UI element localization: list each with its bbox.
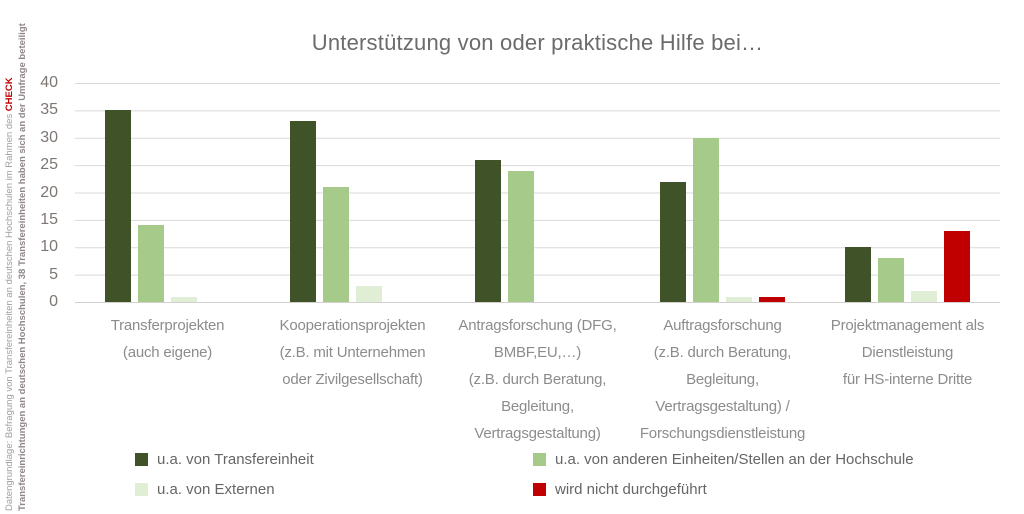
bars-container bbox=[75, 83, 1000, 302]
x-axis-label: Transferprojekten (auch eigene) bbox=[75, 312, 260, 447]
y-tick-label: 10 bbox=[40, 238, 58, 256]
legend-item-andere-einheiten: u.a. von anderen Einheiten/Stellen an de… bbox=[533, 451, 1014, 468]
legend-item-transfereinheit: u.a. von Transfereinheit bbox=[135, 451, 533, 468]
legend-swatch-pale-green bbox=[135, 483, 148, 496]
bar-series1-cat1 bbox=[323, 187, 349, 302]
legend-label: u.a. von Transfereinheit bbox=[157, 451, 314, 468]
bar-series0-cat1 bbox=[290, 121, 316, 302]
x-axis-label-line: Projektmanagement als bbox=[830, 317, 985, 334]
x-axis-label-line: Begleitung, bbox=[686, 371, 759, 388]
bar-group bbox=[260, 83, 445, 302]
x-axis-label-line: BMBF,EU,…) bbox=[493, 344, 582, 361]
y-axis-ticks: 0 5 10 15 20 25 30 35 40 bbox=[0, 74, 58, 310]
x-axis-label-line: für HS-interne Dritte bbox=[842, 371, 973, 388]
x-axis-label-line: Kooperationsprojekten bbox=[279, 317, 426, 334]
y-tick-label: 35 bbox=[40, 101, 58, 119]
plot-area bbox=[75, 83, 1000, 303]
bar-series3-cat3 bbox=[759, 296, 785, 302]
bar-group bbox=[630, 83, 815, 302]
legend-label: wird nicht durchgeführt bbox=[555, 481, 707, 498]
bar-series0-cat4 bbox=[845, 247, 871, 302]
legend-swatch-medium-green bbox=[533, 453, 546, 466]
bar-series2-cat1 bbox=[356, 285, 382, 302]
bar-series0-cat2 bbox=[475, 159, 501, 302]
x-axis-label: Kooperationsprojekten (z.B. mit Unternehm… bbox=[260, 312, 445, 447]
x-axis-labels: Transferprojekten (auch eigene) Kooperatio… bbox=[75, 312, 1000, 447]
x-axis-label: Projektmanagement als Dienstleistung für H… bbox=[815, 312, 1000, 447]
x-axis-label-line: Vertragsgestaltung) bbox=[474, 425, 601, 442]
y-tick-label: 30 bbox=[40, 128, 58, 146]
legend-label: u.a. von Externen bbox=[157, 481, 275, 498]
y-tick-label: 15 bbox=[40, 210, 58, 228]
x-axis-label: Auftragsforschung (z.B. durch Beratung, Be… bbox=[630, 312, 815, 447]
x-axis-label-line: (z.B. durch Beratung, bbox=[468, 371, 607, 388]
bar-series2-cat3 bbox=[726, 296, 752, 302]
legend-item-externen: u.a. von Externen bbox=[135, 481, 533, 498]
legend-item-nicht-durchgefuehrt: wird nicht durchgeführt bbox=[533, 481, 1014, 498]
bar-group bbox=[445, 83, 630, 302]
bar-series2-cat4 bbox=[911, 291, 937, 302]
y-tick-label: 25 bbox=[40, 156, 58, 174]
x-axis-label-line: Auftragsforschung bbox=[663, 317, 782, 334]
bar-series1-cat0 bbox=[138, 225, 164, 302]
x-axis-label-line: Dienstleistung bbox=[861, 344, 954, 361]
bar-series0-cat3 bbox=[660, 181, 686, 302]
y-tick-label: 40 bbox=[40, 74, 58, 91]
x-axis-label-line: (auch eigene) bbox=[122, 344, 213, 361]
legend: u.a. von Transfereinheit u.a. von andere… bbox=[135, 451, 1014, 498]
y-tick-label: 5 bbox=[49, 265, 58, 283]
y-tick-label: 20 bbox=[40, 183, 58, 201]
legend-label: u.a. von anderen Einheiten/Stellen an de… bbox=[555, 451, 914, 468]
bar-series0-cat0 bbox=[105, 110, 131, 302]
x-axis-label-line: oder Zivilgesellschaft) bbox=[282, 371, 423, 388]
x-axis-label-line: (z.B. mit Unternehmen bbox=[279, 344, 426, 361]
x-axis-label-line: Forschungsdienstleistung bbox=[639, 425, 806, 442]
x-axis-label-line: Antragsforschung (DFG, bbox=[458, 317, 617, 334]
chart-title: Unterstützung von oder praktische Hilfe … bbox=[311, 30, 764, 55]
x-axis-label: Antragsforschung (DFG, BMBF,EU,…) (z.B. du… bbox=[445, 312, 630, 447]
x-axis-label-line: Vertragsgestaltung) / bbox=[655, 398, 790, 415]
bar-series1-cat3 bbox=[693, 137, 719, 302]
bar-series1-cat2 bbox=[508, 170, 534, 302]
x-axis-label-line: (z.B. durch Beratung, bbox=[653, 344, 792, 361]
bar-series1-cat4 bbox=[878, 258, 904, 302]
bar-group bbox=[75, 83, 260, 302]
legend-swatch-dark-green bbox=[135, 453, 148, 466]
legend-swatch-red bbox=[533, 483, 546, 496]
bar-series3-cat4 bbox=[944, 230, 970, 302]
x-axis-label-line: Begleitung, bbox=[501, 398, 574, 415]
x-axis-label-line: Transferprojekten bbox=[110, 317, 225, 334]
bar-series2-cat0 bbox=[171, 296, 197, 302]
bar-group bbox=[815, 83, 1000, 302]
y-tick-label: 0 bbox=[49, 293, 58, 310]
